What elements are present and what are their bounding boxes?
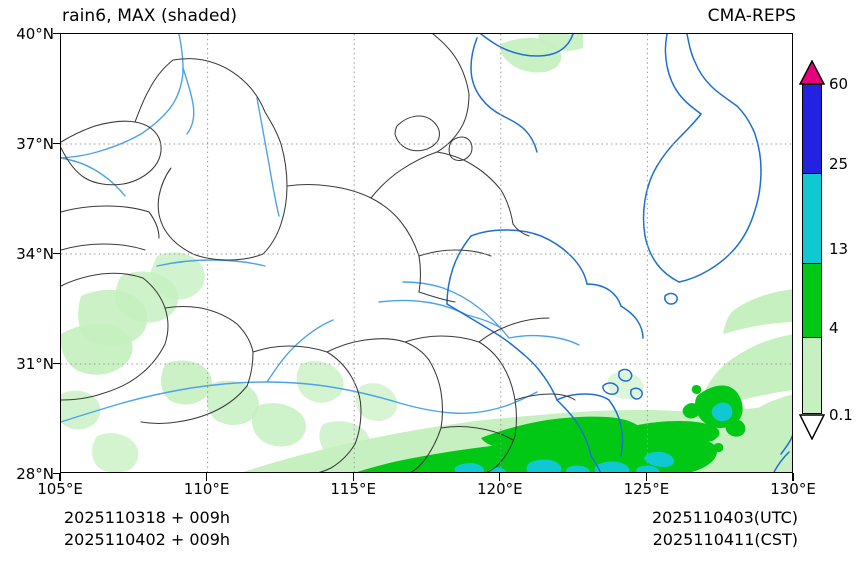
colorbar-under-range-arrow xyxy=(799,414,825,440)
shading-band-4-to-13 xyxy=(357,384,746,472)
y-tick-mark-40n xyxy=(53,32,61,34)
x-tick-mark-110e xyxy=(205,473,208,481)
shading-band-0p1-to-4 xyxy=(61,34,792,472)
y-tick-mark-37n xyxy=(53,142,61,144)
x-tick-label-110e: 110°E xyxy=(183,480,230,498)
x-tick-mark-125e xyxy=(645,473,648,481)
y-tick-mark-34n xyxy=(53,252,61,254)
x-tick-mark-115e xyxy=(352,473,354,481)
y-tick-label-31n: 31°N xyxy=(16,355,54,373)
x-tick-label-115e: 115°E xyxy=(330,480,376,498)
coastline-layer xyxy=(446,34,792,472)
x-tick-label-105e: 105°E xyxy=(37,480,83,498)
colorbar-tick-label-13: 13 xyxy=(829,240,849,258)
colorbar-segment-0p1-4 xyxy=(803,338,821,413)
colorbar xyxy=(802,84,822,414)
precipitation-map xyxy=(61,34,792,472)
colorbar-tick-label-25: 25 xyxy=(829,155,849,173)
colorbar-segment-25-60 xyxy=(803,85,821,175)
rivers-layer xyxy=(61,34,580,423)
shading-band-13-to-25 xyxy=(454,402,733,472)
y-tick-mark-28n xyxy=(53,472,61,474)
colorbar-over-range-arrow xyxy=(799,60,825,85)
gridlines-layer xyxy=(61,34,792,472)
footer-init-time-cst: 2025110402 + 009h xyxy=(64,530,231,549)
map-plot-area xyxy=(60,33,793,473)
y-tick-label-37n: 37°N xyxy=(16,135,54,153)
model-name-label: CMA-REPS xyxy=(707,6,796,26)
x-tick-mark-120e xyxy=(499,473,501,481)
colorbar-segment-4-13 xyxy=(803,263,821,339)
province-boundaries-layer xyxy=(61,34,576,472)
x-tick-label-130e: 130°E xyxy=(770,480,816,498)
footer-valid-time-cst: 2025110411(CST) xyxy=(652,530,798,549)
y-tick-label-28n: 28°N xyxy=(16,465,54,483)
footer-valid-time-utc: 2025110403(UTC) xyxy=(652,508,798,527)
colorbar-segment-13-25 xyxy=(803,174,821,264)
x-tick-label-125e: 125°E xyxy=(623,480,670,498)
colorbar-tick-label-4: 4 xyxy=(829,319,839,337)
x-tick-label-120e: 120°E xyxy=(476,480,523,498)
x-tick-mark-105e xyxy=(59,473,61,481)
map-clip xyxy=(61,34,792,472)
x-tick-mark-130e xyxy=(792,473,794,481)
footer-init-time-utc: 2025110318 + 009h xyxy=(64,508,231,527)
y-tick-label-34n: 34°N xyxy=(16,245,54,263)
colorbar-tick-label-60: 60 xyxy=(829,75,849,93)
page-title: rain6, MAX (shaded) xyxy=(62,6,238,26)
y-tick-mark-31n xyxy=(53,362,61,364)
colorbar-tick-label-0p1: 0.1 xyxy=(829,406,853,424)
y-tick-label-40n: 40°N xyxy=(16,25,54,43)
